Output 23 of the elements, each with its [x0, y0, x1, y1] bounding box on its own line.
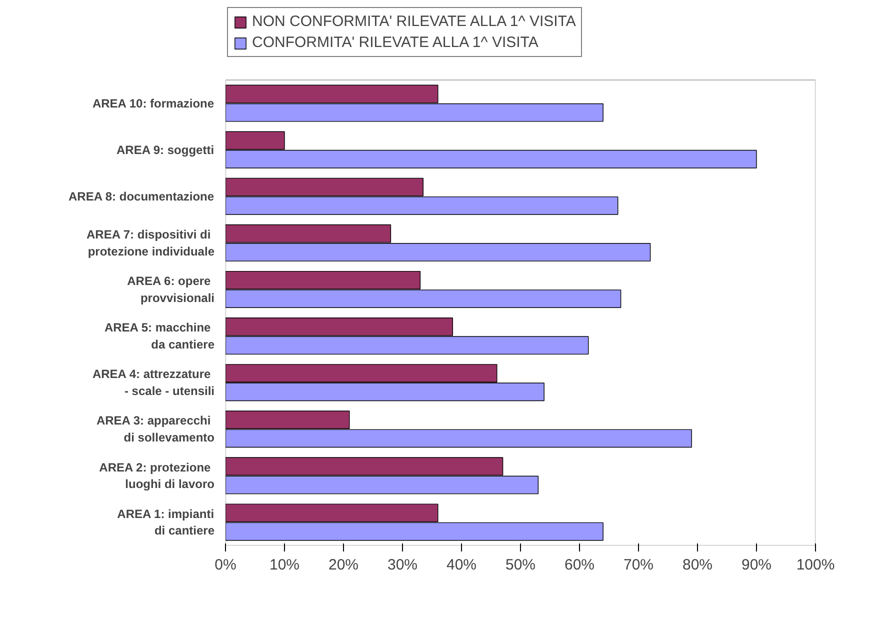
x-tick-label: 60%	[564, 556, 595, 574]
y-tick-label: AREA 4: attrezzature - scale - utensili	[92, 367, 214, 398]
x-tick-label: 100%	[796, 556, 835, 574]
y-tick-label: AREA 7: dispositivi di protezione individuale	[86, 228, 215, 258]
y-tick-label: AREA 9: soggetti	[116, 142, 214, 157]
y-tick-label: AREA 2: protezione luoghi di lavoro	[99, 460, 215, 492]
legend-label: NON CONFORMITA' RILEVATE ALLA 1^ VISITA	[252, 13, 576, 30]
x-tick-label: 20%	[328, 556, 359, 574]
x-tick-label: 90%	[741, 556, 772, 574]
y-tick-label: AREA 6: opere provvisionali	[127, 274, 215, 305]
x-tick-label: 40%	[446, 556, 477, 574]
x-tick-label: 70%	[623, 556, 654, 574]
legend-label: CONFORMITA' RILEVATE ALLA 1^ VISITA	[252, 34, 538, 51]
x-tick-label: 0%	[214, 556, 236, 574]
x-tick-label: 80%	[682, 556, 713, 574]
y-tick-label: AREA 3: apparecchi di sollevamento	[96, 414, 215, 445]
y-tick-label: AREA 1: impianti di cantiere	[117, 506, 215, 538]
x-tick-label: 10%	[269, 556, 300, 574]
x-tick-label: 30%	[387, 556, 418, 574]
x-tick-label: 50%	[505, 556, 536, 574]
y-tick-label: AREA 8: documentazione	[68, 189, 214, 204]
y-tick-label: AREA 10: formazione	[92, 96, 214, 110]
y-tick-label: AREA 5: macchine da cantiere	[104, 320, 215, 352]
